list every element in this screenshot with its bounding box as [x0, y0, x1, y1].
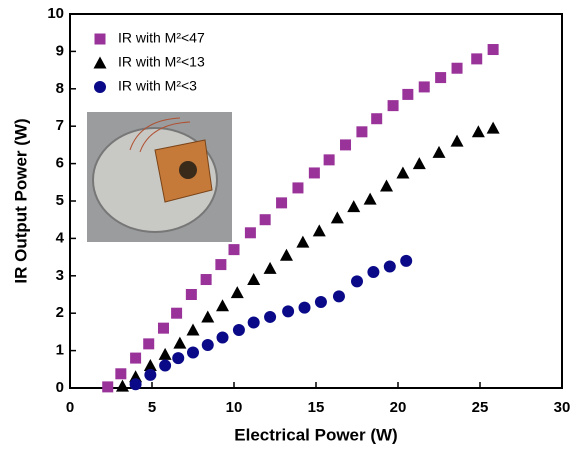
device-hole: [179, 161, 197, 179]
data-point: [187, 324, 200, 336]
data-point: [245, 227, 256, 238]
data-point: [384, 260, 396, 272]
data-point: [215, 259, 226, 270]
data-point: [435, 72, 446, 83]
x-tick-label: 5: [148, 399, 156, 416]
data-point: [472, 125, 485, 137]
data-point: [292, 182, 303, 193]
inset-photo: [87, 112, 232, 242]
x-tick-label: 30: [554, 399, 570, 416]
x-tick-label: 20: [390, 399, 407, 416]
data-point: [282, 305, 294, 317]
x-tick-label: 0: [66, 399, 74, 416]
data-point: [280, 249, 293, 261]
data-point: [452, 63, 463, 74]
data-point: [187, 346, 199, 358]
y-tick-label: 7: [56, 117, 64, 134]
data-point: [159, 360, 171, 372]
data-point: [233, 324, 245, 336]
data-point: [130, 353, 141, 364]
data-point: [201, 274, 212, 285]
data-point: [413, 157, 426, 169]
y-axis-title: IR Output Power (W): [11, 118, 30, 283]
data-point: [402, 89, 413, 100]
data-point: [217, 332, 229, 344]
data-point: [116, 380, 129, 392]
data-point: [158, 323, 169, 334]
legend-marker: [94, 81, 106, 93]
data-point: [356, 126, 367, 137]
legend-label: IR with M²<13: [118, 54, 205, 70]
data-point: [364, 193, 377, 205]
legend-label: IR with M²<3: [118, 78, 197, 94]
data-point: [186, 289, 197, 300]
data-point: [315, 296, 327, 308]
x-tick-label: 25: [472, 399, 489, 416]
data-point: [201, 310, 214, 322]
data-point: [347, 200, 360, 212]
y-tick-label: 5: [56, 192, 64, 209]
data-point: [331, 211, 344, 223]
data-point: [260, 214, 271, 225]
legend-label: IR with M²<47: [118, 30, 205, 46]
data-point: [299, 302, 311, 314]
x-tick-label: 15: [308, 399, 325, 416]
data-point: [400, 255, 412, 267]
data-point: [340, 139, 351, 150]
data-point: [351, 275, 363, 287]
data-point: [324, 154, 335, 165]
data-point: [380, 180, 393, 192]
y-tick-label: 4: [56, 229, 65, 246]
data-point: [388, 100, 399, 111]
data-point: [248, 317, 260, 329]
data-point: [276, 197, 287, 208]
data-point: [216, 299, 229, 311]
data-point: [296, 236, 309, 248]
chart: Electrical Power (W) IR Output Power (W)…: [0, 0, 570, 451]
data-point: [171, 308, 182, 319]
data-point: [130, 378, 142, 390]
y-tick-label: 2: [56, 304, 64, 321]
x-axis-title: Electrical Power (W): [234, 425, 397, 444]
data-point: [264, 311, 276, 323]
data-point: [231, 286, 244, 298]
data-point: [309, 167, 320, 178]
legend-marker: [94, 57, 107, 69]
data-point: [202, 339, 214, 351]
data-point: [144, 369, 156, 381]
data-point: [396, 166, 409, 178]
data-point: [433, 146, 446, 158]
data-point: [367, 266, 379, 278]
data-point: [419, 81, 430, 92]
legend-marker: [95, 34, 106, 45]
data-point: [471, 53, 482, 64]
data-point: [488, 44, 499, 55]
y-tick-label: 3: [56, 267, 64, 284]
data-point: [143, 338, 154, 349]
data-point: [247, 273, 260, 285]
data-point: [371, 113, 382, 124]
y-tick-label: 1: [56, 342, 64, 359]
data-point: [229, 244, 240, 255]
data-point: [115, 368, 126, 379]
data-point: [172, 352, 184, 364]
data-point: [264, 262, 277, 274]
data-point: [451, 135, 464, 147]
y-tick-label: 10: [47, 5, 64, 22]
data-point: [313, 224, 326, 236]
y-tick-label: 0: [56, 379, 64, 396]
x-tick-label: 10: [226, 399, 243, 416]
data-point: [159, 348, 172, 360]
data-point: [333, 290, 345, 302]
data-point: [102, 381, 113, 392]
y-tick-label: 8: [56, 80, 64, 97]
y-tick-label: 9: [56, 42, 64, 59]
y-tick-label: 6: [56, 155, 64, 172]
data-point: [173, 337, 186, 349]
data-point: [487, 122, 500, 134]
